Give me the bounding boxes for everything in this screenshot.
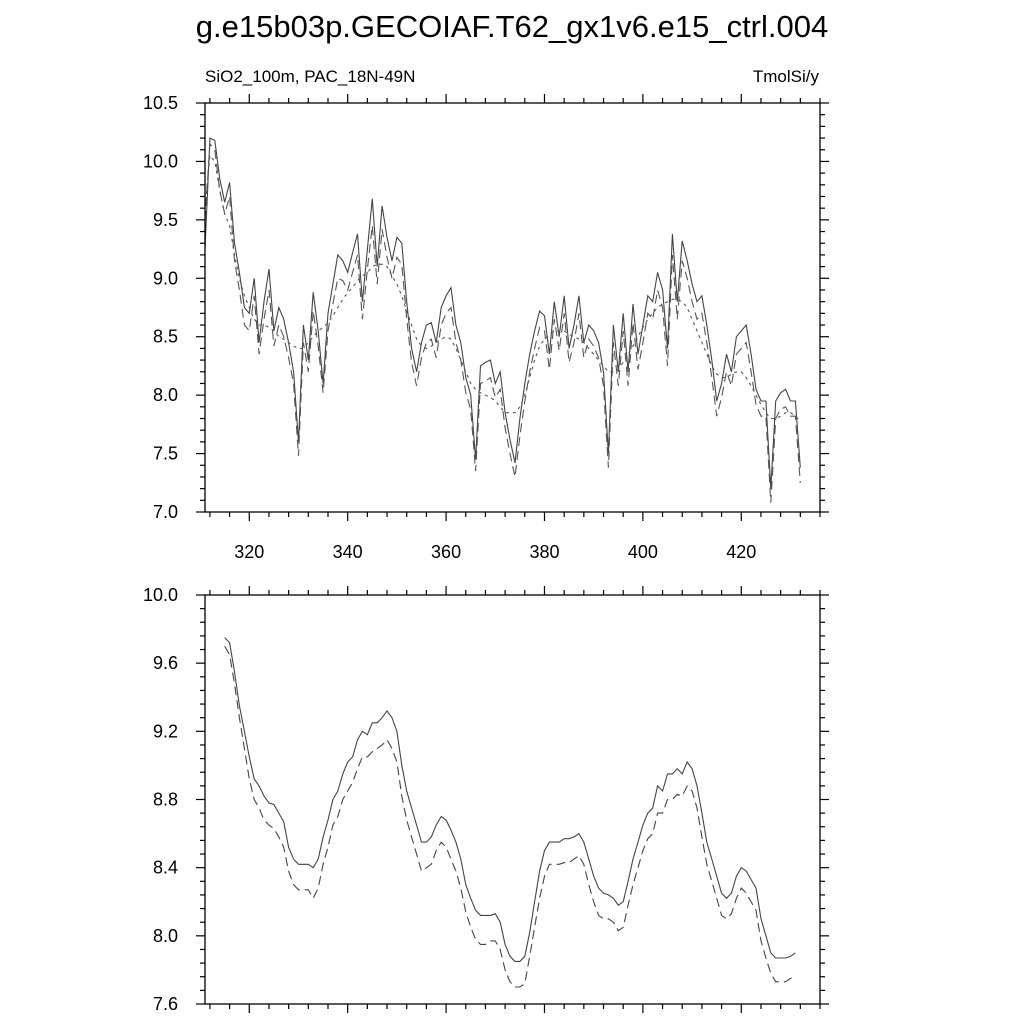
y-tick-label: 8.5 <box>153 327 178 347</box>
y-tick-label: 7.6 <box>153 994 178 1014</box>
y-tick-label: 9.5 <box>153 210 178 230</box>
y-tick-label: 7.0 <box>153 502 178 522</box>
y-tick-label: 8.0 <box>153 926 178 946</box>
x-tick-label: 320 <box>234 542 264 562</box>
series-line-dashed <box>204 142 801 503</box>
x-tick-label: 340 <box>333 542 363 562</box>
x-tick-label: 360 <box>431 542 461 562</box>
x-tick-label: 420 <box>726 542 756 562</box>
y-tick-label: 10.0 <box>143 151 178 171</box>
figure-title: g.e15b03p.GECOIAF.T62_gx1v6.e15_ctrl.004 <box>196 9 828 44</box>
left-string: SiO2_100m, PAC_18N-49N <box>205 67 415 86</box>
y-tick-label: 8.4 <box>153 858 178 878</box>
y-tick-label: 9.2 <box>153 721 178 741</box>
y-tick-label: 9.6 <box>153 653 178 673</box>
y-tick-label: 9.0 <box>153 268 178 288</box>
y-tick-label: 10.5 <box>143 93 178 113</box>
series-line-solid <box>204 137 801 489</box>
y-tick-label: 10.0 <box>143 585 178 605</box>
x-tick-label: 380 <box>529 542 559 562</box>
right-string: TmolSi/y <box>753 67 820 86</box>
plot-frame <box>204 102 821 513</box>
series-line-dotted <box>204 154 801 422</box>
series-line-solid <box>224 637 796 962</box>
series-line-dashed <box>224 645 796 988</box>
top-panel: 320 340 360 380 400 420 7.0 7.5 8.0 8.5 9.0 9.5 10.0… <box>143 93 829 562</box>
x-tick-label: 400 <box>628 542 658 562</box>
bottom-panel: 7.6 8.0 8.4 8.8 9.2 9.6 10.0 <box>143 585 829 1014</box>
y-tick-label: 8.0 <box>153 385 178 405</box>
y-tick-label: 7.5 <box>153 444 178 464</box>
y-tick-label: 8.8 <box>153 790 178 810</box>
